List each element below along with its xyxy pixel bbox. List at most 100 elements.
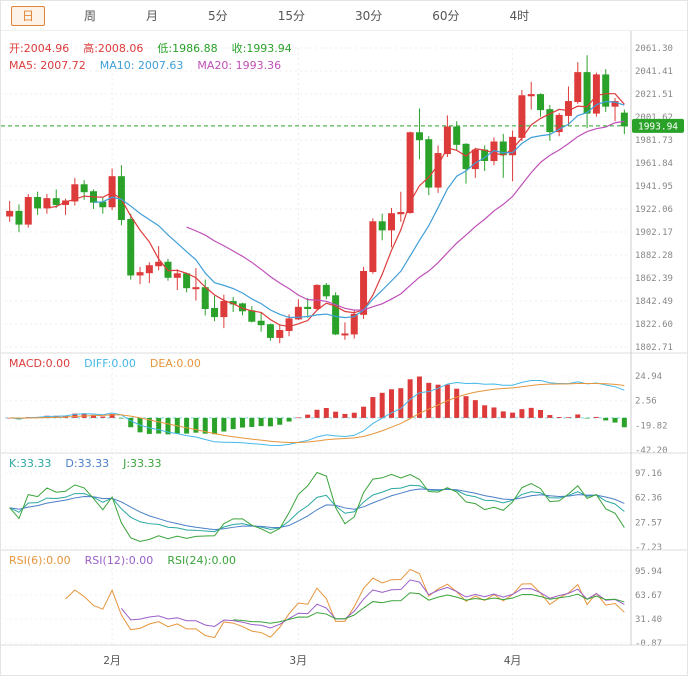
tab-day[interactable]: 日 bbox=[11, 5, 46, 26]
x-axis-label: 2月 bbox=[103, 654, 121, 667]
candle bbox=[155, 261, 163, 267]
candle bbox=[294, 306, 302, 320]
macd-axis-label: -42.20 bbox=[635, 446, 668, 456]
candle bbox=[369, 221, 377, 273]
macd-axis-label: 2.56 bbox=[635, 397, 657, 407]
candle bbox=[304, 306, 312, 310]
tab-15min[interactable]: 15分 bbox=[267, 6, 316, 26]
macd-axis-label: -19.82 bbox=[635, 421, 668, 431]
macd-bar bbox=[230, 417, 236, 430]
ma5-line bbox=[46, 93, 625, 328]
macd-bar bbox=[90, 414, 96, 418]
candle bbox=[145, 265, 153, 274]
ma-lines bbox=[46, 93, 625, 328]
tab-month[interactable]: 月 bbox=[135, 6, 169, 26]
macd-bar bbox=[295, 417, 301, 419]
candle bbox=[350, 313, 358, 335]
candle bbox=[574, 72, 582, 103]
kdj-axis-label: 27.57 bbox=[635, 518, 662, 528]
y-axis-label: 1902.17 bbox=[635, 228, 673, 238]
macd-bar bbox=[556, 416, 562, 418]
y-axis-label: 2061.30 bbox=[635, 44, 673, 54]
kdj-axis-label: 62.36 bbox=[635, 494, 662, 504]
kdj-axis-label: 97.16 bbox=[635, 469, 662, 479]
candle bbox=[592, 74, 600, 114]
tab-week[interactable]: 周 bbox=[73, 6, 107, 26]
x-axis-label: 3月 bbox=[290, 654, 308, 667]
candle bbox=[620, 112, 628, 127]
macd-bar bbox=[370, 397, 376, 418]
candle bbox=[108, 176, 116, 208]
candle bbox=[415, 132, 423, 141]
macd-bar bbox=[621, 417, 627, 428]
macd-bar bbox=[435, 384, 441, 418]
candle bbox=[425, 139, 433, 188]
macd-bar bbox=[389, 389, 395, 418]
candle bbox=[471, 149, 479, 170]
macd-bar bbox=[603, 417, 609, 421]
candle bbox=[518, 95, 526, 138]
macd-bar bbox=[472, 400, 478, 418]
candle bbox=[220, 301, 228, 318]
macd-bar bbox=[156, 417, 162, 434]
candle bbox=[24, 197, 32, 225]
macd-bar bbox=[314, 409, 320, 418]
ma10-line bbox=[93, 100, 625, 319]
macd-bar bbox=[510, 412, 516, 418]
tab-30min[interactable]: 30分 bbox=[344, 6, 393, 26]
y-axis-label: 1822.60 bbox=[635, 320, 673, 330]
rsi-panel bbox=[65, 568, 625, 639]
tab-4hour[interactable]: 4时 bbox=[499, 6, 541, 26]
dea-line bbox=[9, 382, 625, 444]
candle bbox=[52, 198, 60, 205]
macd-bar bbox=[575, 414, 581, 418]
candle bbox=[285, 318, 293, 331]
candlestick-series bbox=[6, 55, 628, 344]
y-axis-label: 1922.06 bbox=[635, 205, 673, 215]
ma20-line bbox=[186, 120, 625, 311]
candle bbox=[322, 284, 330, 297]
macd-bar bbox=[584, 417, 590, 419]
macd-bar bbox=[146, 417, 152, 434]
candle bbox=[173, 273, 181, 278]
candlestick-chart[interactable]: 2061.30 2041.41 2021.51 2001.62 1981.73 1961.… bbox=[1, 31, 688, 676]
rsi-axis-label: -0.87 bbox=[635, 639, 662, 649]
macd-bar bbox=[165, 417, 171, 435]
candle bbox=[602, 74, 610, 107]
macd-bar bbox=[565, 417, 571, 418]
y-axis-label: 2041.41 bbox=[635, 67, 673, 77]
kdj-axis-label: -7.23 bbox=[635, 543, 662, 553]
macd-bar bbox=[463, 396, 469, 418]
j-line bbox=[9, 471, 625, 543]
macd-bar bbox=[351, 412, 357, 418]
kdj-panel bbox=[9, 471, 625, 543]
macd-bar bbox=[221, 417, 227, 432]
macd-panel bbox=[5, 376, 629, 446]
y-axis-label: 1802.71 bbox=[635, 343, 673, 353]
candle bbox=[6, 210, 14, 217]
candle bbox=[341, 333, 349, 336]
candle bbox=[80, 184, 88, 193]
period-toolbar: 日 周 月 5分 15分 30分 60分 4时 bbox=[1, 1, 687, 31]
candle bbox=[257, 320, 265, 326]
grid bbox=[5, 47, 629, 645]
macd-bar bbox=[538, 409, 544, 418]
candle bbox=[276, 329, 284, 338]
macd-bar bbox=[128, 417, 134, 428]
rsi24-line bbox=[233, 592, 625, 624]
y-axis-label: 1961.84 bbox=[635, 159, 673, 169]
macd-bar bbox=[212, 417, 218, 435]
candle bbox=[564, 101, 572, 116]
tab-60min[interactable]: 60分 bbox=[421, 6, 470, 26]
tab-5min[interactable]: 5分 bbox=[197, 6, 239, 26]
macd-bar bbox=[193, 417, 199, 433]
macd-bar bbox=[454, 388, 460, 418]
macd-bar bbox=[184, 417, 190, 434]
macd-bar bbox=[342, 413, 348, 418]
candle bbox=[43, 198, 51, 209]
y-axis-label: 2021.51 bbox=[635, 90, 673, 100]
y-axis-label: 1981.73 bbox=[635, 136, 673, 146]
axis-labels: 2061.30 2041.41 2021.51 2001.62 1981.73 1961.… bbox=[103, 44, 673, 667]
candle bbox=[397, 212, 405, 215]
candle bbox=[537, 94, 545, 111]
